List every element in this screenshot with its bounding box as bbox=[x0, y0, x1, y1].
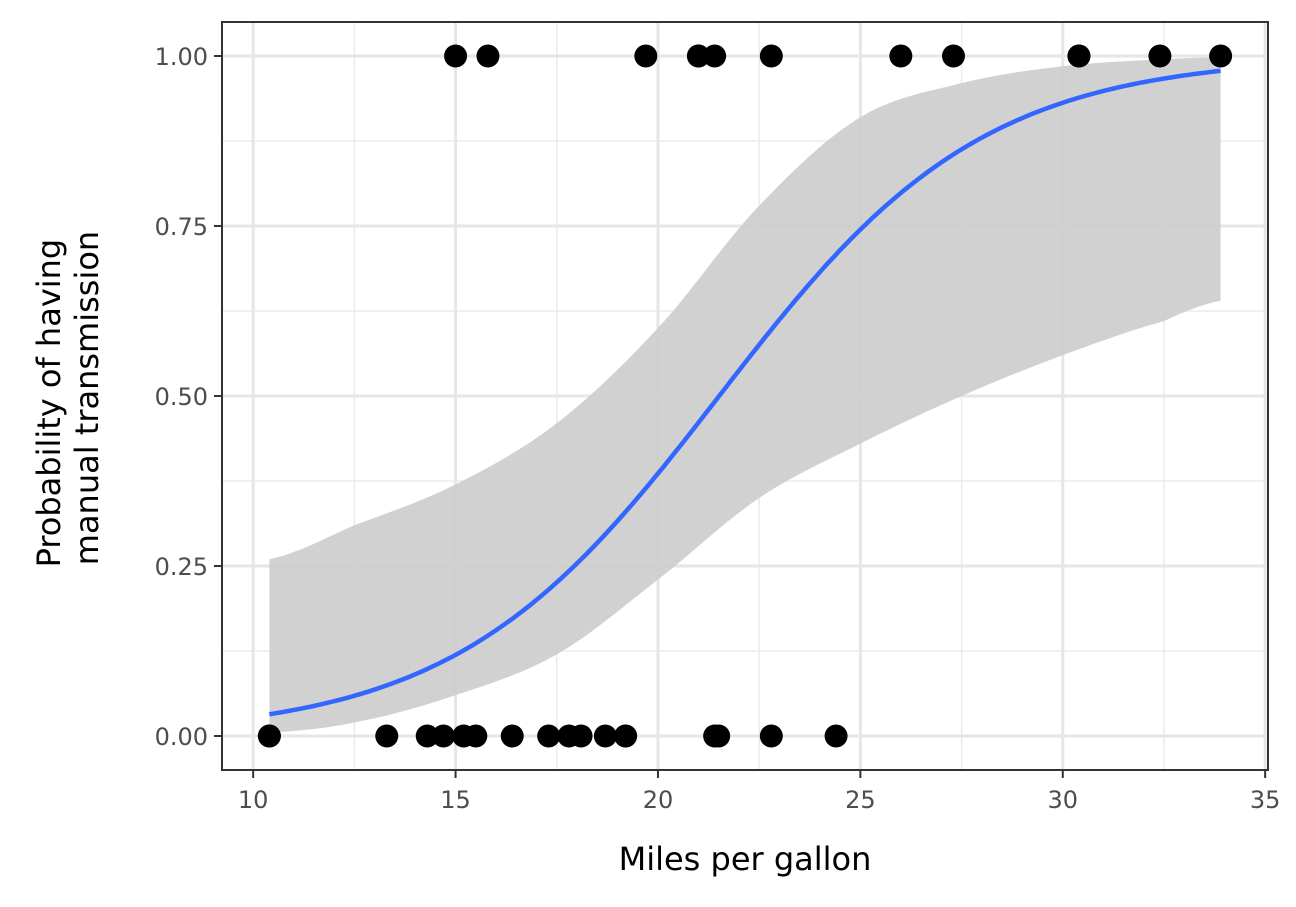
data-point bbox=[415, 724, 439, 748]
y-tick-label: 0.00 bbox=[155, 723, 208, 751]
y-tick-label: 0.75 bbox=[155, 213, 208, 241]
data-point bbox=[824, 724, 848, 748]
x-tick-label: 35 bbox=[1250, 786, 1281, 814]
x-axis-ticks: 10 15 20 25 30 35 bbox=[238, 770, 1281, 814]
y-axis-title: Probability of having manual transmissio… bbox=[30, 229, 106, 568]
data-points bbox=[257, 44, 1233, 748]
logistic-fit-line bbox=[269, 68, 1221, 717]
x-tick-label: 20 bbox=[643, 786, 674, 814]
data-point bbox=[257, 724, 281, 748]
data-point bbox=[444, 44, 468, 68]
confidence-band bbox=[269, 57, 1221, 733]
x-tick-label: 25 bbox=[845, 786, 876, 814]
data-point bbox=[500, 724, 524, 748]
data-point bbox=[941, 44, 965, 68]
data-point bbox=[614, 724, 638, 748]
data-point bbox=[634, 44, 658, 68]
data-point bbox=[1067, 44, 1091, 68]
y-axis-title-line-2: manual transmission bbox=[68, 231, 106, 565]
x-tick-label: 15 bbox=[440, 786, 471, 814]
x-axis-title: Miles per gallon bbox=[619, 840, 872, 878]
x-tick-label: 10 bbox=[238, 786, 269, 814]
y-tick-label: 0.25 bbox=[155, 553, 208, 581]
data-point bbox=[537, 724, 561, 748]
data-point bbox=[464, 724, 488, 748]
y-axis-ticks: 0.00 0.25 0.50 0.75 1.00 bbox=[155, 43, 222, 751]
y-tick-label: 0.50 bbox=[155, 383, 208, 411]
data-point bbox=[686, 44, 710, 68]
data-point bbox=[759, 724, 783, 748]
data-point bbox=[569, 724, 593, 748]
data-point bbox=[1148, 44, 1172, 68]
data-point bbox=[1209, 44, 1233, 68]
y-axis-title-line-1: Probability of having bbox=[30, 239, 68, 568]
data-point bbox=[431, 724, 455, 748]
data-point bbox=[476, 44, 500, 68]
data-point bbox=[889, 44, 913, 68]
data-point bbox=[375, 724, 399, 748]
x-tick-label: 30 bbox=[1047, 786, 1078, 814]
data-point bbox=[707, 724, 731, 748]
data-point bbox=[593, 724, 617, 748]
data-point bbox=[703, 44, 727, 68]
y-tick-label: 1.00 bbox=[155, 43, 208, 71]
data-point bbox=[759, 44, 783, 68]
